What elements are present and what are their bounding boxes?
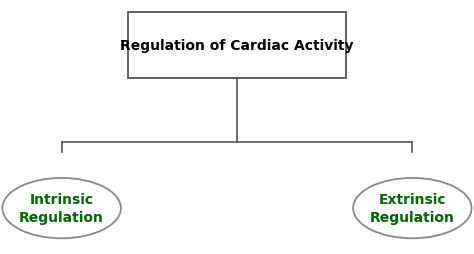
Text: Regulation of Cardiac Activity: Regulation of Cardiac Activity bbox=[120, 39, 354, 53]
Ellipse shape bbox=[2, 178, 121, 238]
Text: Extrinsic
Regulation: Extrinsic Regulation bbox=[370, 192, 455, 225]
Ellipse shape bbox=[353, 178, 472, 238]
FancyBboxPatch shape bbox=[128, 13, 346, 79]
Text: Intrinsic
Regulation: Intrinsic Regulation bbox=[19, 192, 104, 225]
